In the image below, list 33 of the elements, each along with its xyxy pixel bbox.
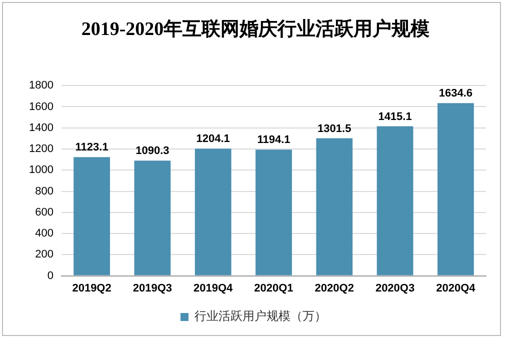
y-tick-label: 1400 bbox=[28, 122, 54, 134]
x-tick-label: 2019Q2 bbox=[72, 282, 112, 294]
data-label: 1634.6 bbox=[438, 88, 473, 100]
y-tick-label: 1800 bbox=[28, 80, 54, 92]
bar bbox=[316, 138, 353, 276]
bar bbox=[376, 126, 414, 276]
chart-title: 2019-2020年互联网婚庆行业活跃用户规模 bbox=[80, 18, 431, 42]
y-tick-label: 600 bbox=[35, 206, 54, 218]
y-tick-label: 800 bbox=[35, 185, 54, 198]
bar bbox=[194, 148, 232, 276]
bar bbox=[134, 160, 171, 276]
data-label: 1123.1 bbox=[75, 142, 108, 154]
data-label: 1415.1 bbox=[378, 110, 412, 123]
data-label: 1194.1 bbox=[257, 134, 290, 146]
x-tick-label: 2020Q4 bbox=[436, 282, 476, 294]
data-label: 1204.1 bbox=[196, 133, 230, 146]
y-tick-label: 1600 bbox=[28, 100, 54, 113]
y-tick-label: 400 bbox=[35, 228, 54, 240]
x-tick-label: 2020Q2 bbox=[314, 282, 354, 294]
bar bbox=[74, 157, 110, 276]
y-tick-label: 1200 bbox=[28, 143, 54, 156]
bar bbox=[437, 103, 474, 276]
bar bbox=[256, 150, 292, 276]
x-tick-label: 2020Q3 bbox=[375, 282, 415, 294]
x-tick-label: 2019Q3 bbox=[132, 282, 172, 294]
legend-label: 行业活跃用户规模（万） bbox=[194, 309, 326, 324]
data-label: 1090.3 bbox=[136, 145, 170, 158]
y-tick-label: 1000 bbox=[28, 164, 54, 176]
y-tick-label: 200 bbox=[35, 248, 54, 261]
x-tick-label: 2019Q4 bbox=[194, 282, 234, 294]
data-label: 1301.5 bbox=[318, 122, 352, 135]
x-tick-label: 2020Q1 bbox=[254, 282, 294, 294]
y-tick-label: 0 bbox=[47, 270, 54, 282]
